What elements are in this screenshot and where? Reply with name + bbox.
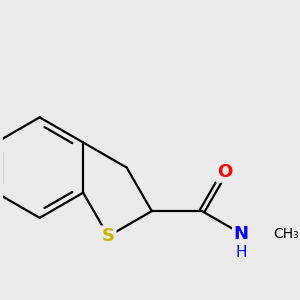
Text: H: H — [236, 245, 247, 260]
Text: S: S — [102, 227, 115, 245]
Text: CH₃: CH₃ — [274, 227, 299, 241]
Text: N: N — [234, 225, 249, 243]
Text: O: O — [217, 163, 232, 181]
